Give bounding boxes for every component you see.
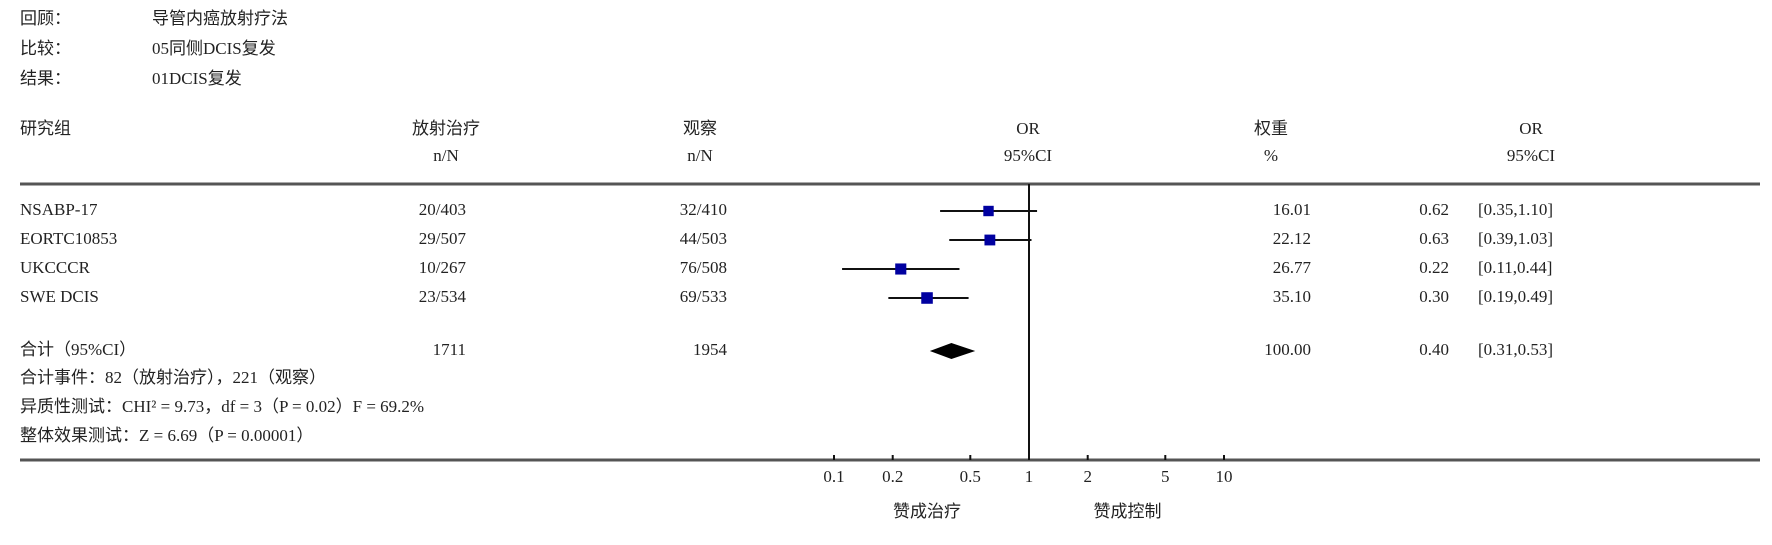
point-estimate (984, 234, 996, 246)
or-value: 0.22 (1419, 258, 1449, 277)
x-tick-label: 5 (1161, 467, 1170, 486)
column-header: 95%CI (1507, 146, 1556, 165)
control-value: 32/410 (680, 200, 727, 219)
weight-value: 26.77 (1273, 258, 1312, 277)
control-value: 1954 (693, 340, 728, 359)
study-name: EORTC10853 (20, 229, 117, 248)
treat-value: 10/267 (419, 258, 467, 277)
control-value: 76/508 (680, 258, 727, 277)
header-value: 05同侧DCIS复发 (152, 39, 276, 58)
weight-value: 35.10 (1273, 287, 1311, 306)
column-header: OR (1519, 119, 1543, 138)
or-value: 0.62 (1419, 200, 1449, 219)
header-label: 比较： (20, 39, 71, 58)
x-tick-label: 2 (1083, 467, 1092, 486)
footnote: 整体效果测试：Z = 6.69（P = 0.00001） (20, 426, 313, 445)
footnote: 异质性测试：CHI² = 9.73，df = 3（P = 0.02）F = 69… (20, 397, 424, 416)
point-estimate (895, 263, 907, 275)
column-header: OR (1016, 119, 1040, 138)
weight-value: 100.00 (1264, 340, 1311, 359)
study-name: SWE DCIS (20, 287, 99, 306)
or-value: 0.63 (1419, 229, 1449, 248)
treat-value: 1711 (433, 340, 466, 359)
axis-label: 赞成控制 (1094, 502, 1162, 521)
treat-value: 29/507 (419, 229, 467, 248)
header-label: 回顾： (20, 9, 71, 28)
x-tick-label: 0.1 (823, 467, 844, 486)
control-value: 69/533 (680, 287, 727, 306)
point-estimate (983, 205, 994, 217)
study-name: NSABP-17 (20, 200, 98, 219)
column-header: n/N (687, 146, 713, 165)
weight-value: 22.12 (1273, 229, 1311, 248)
or-value: 0.30 (1419, 287, 1449, 306)
ci-value: [0.19,0.49] (1478, 287, 1553, 306)
header-value: 01DCIS复发 (152, 69, 242, 88)
column-header: n/N (433, 146, 459, 165)
axis-label: 赞成治疗 (893, 502, 961, 521)
ci-value: [0.35,1.10] (1478, 200, 1553, 219)
ci-value: [0.31,0.53] (1478, 340, 1553, 359)
study-name: UKCCCR (20, 258, 91, 277)
or-value: 0.40 (1419, 340, 1449, 359)
column-header: 95%CI (1004, 146, 1053, 165)
column-header: % (1264, 146, 1278, 165)
column-header: 放射治疗 (412, 119, 480, 138)
treat-value: 23/534 (419, 287, 467, 306)
column-header: 观察 (683, 119, 717, 138)
summary-diamond (929, 343, 976, 359)
control-value: 44/503 (680, 229, 727, 248)
x-tick-label: 10 (1216, 467, 1233, 486)
x-tick-label: 0.2 (882, 467, 903, 486)
treat-value: 20/403 (419, 200, 466, 219)
ci-value: [0.39,1.03] (1478, 229, 1553, 248)
x-tick-label: 0.5 (960, 467, 981, 486)
header-label: 结果： (20, 69, 71, 88)
point-estimate (921, 292, 933, 304)
x-tick-label: 1 (1025, 467, 1034, 486)
column-header: 研究组 (20, 119, 71, 138)
column-header: 权重 (1254, 119, 1288, 138)
study-name: 合计（95%CI） (20, 340, 136, 359)
weight-value: 16.01 (1273, 200, 1311, 219)
header-value: 导管内癌放射疗法 (152, 9, 288, 28)
footnote: 合计事件：82（放射治疗），221（观察） (20, 368, 326, 387)
ci-value: [0.11,0.44] (1478, 258, 1552, 277)
